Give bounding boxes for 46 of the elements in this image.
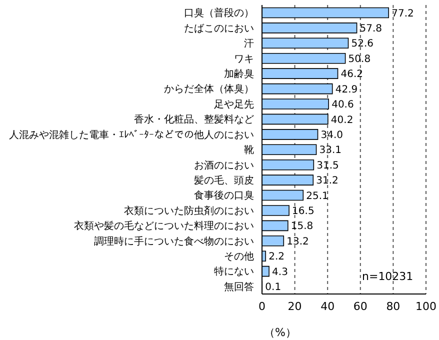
data-label: 16.5 bbox=[292, 206, 314, 218]
data-label: 0.1 bbox=[265, 282, 282, 294]
data-label: 31.2 bbox=[316, 176, 338, 187]
data-label: 33.1 bbox=[319, 145, 342, 156]
y-tick-label: 香水・化粧品、整髪料など bbox=[134, 114, 254, 126]
y-tick-label: からだ全体（体臭） bbox=[164, 83, 254, 96]
x-tick-label: 20 bbox=[288, 300, 302, 313]
y-tick-label: 加齢臭 bbox=[224, 68, 254, 80]
data-label: 4.3 bbox=[272, 266, 288, 278]
data-label: 2.2 bbox=[268, 252, 285, 263]
x-tick-label: 100 bbox=[416, 300, 436, 313]
y-tick-label: 特にない bbox=[214, 266, 254, 278]
x-tick-label: 80 bbox=[386, 300, 400, 313]
y-tick-label: 衣類についた防虫剤のにおい bbox=[124, 204, 254, 217]
data-label: 42.9 bbox=[335, 84, 358, 96]
y-tick-label: 靴 bbox=[244, 144, 254, 156]
y-tick-label: 調理時に手についた食べ物のにおい bbox=[94, 235, 254, 248]
data-label: 40.2 bbox=[330, 114, 354, 126]
x-axis-title: （%） bbox=[264, 326, 296, 339]
data-label: 25.1 bbox=[306, 190, 328, 202]
x-tick-label: 40 bbox=[320, 300, 335, 313]
data-label: 52.6 bbox=[351, 38, 374, 50]
data-label: 34.0 bbox=[320, 130, 344, 141]
y-tick-label: お酒のにおい bbox=[194, 159, 254, 172]
data-label: 77.2 bbox=[392, 8, 414, 20]
y-tick-label: 汗 bbox=[244, 38, 254, 50]
y-tick-label: ワキ bbox=[234, 54, 254, 65]
y-tick-label: その他 bbox=[224, 250, 254, 263]
y-tick-label: 足や足先 bbox=[214, 98, 254, 110]
y-tick-label: 無回答 bbox=[224, 280, 254, 293]
data-label: 57.8 bbox=[360, 24, 382, 34]
y-tick-label: 口臭（普段の） bbox=[184, 7, 254, 20]
y-tick-label: 衣類や髪の毛などについた料理のにおい bbox=[74, 220, 254, 232]
y-tick-label: たばこのにおい bbox=[184, 23, 254, 34]
annotation: n=10231 bbox=[362, 270, 414, 283]
x-tick-label: 0 bbox=[258, 300, 266, 313]
y-tick-label: 人混みや混雑した電車・ｴﾚﾍﾞｰﾀｰなどでの他人のにおい bbox=[9, 128, 254, 141]
data-label: 15.8 bbox=[290, 221, 314, 232]
data-label: 50.8 bbox=[348, 54, 371, 65]
y-tick-label: 食事後の口臭 bbox=[194, 190, 254, 202]
data-label: 31.5 bbox=[316, 160, 339, 172]
data-label: 13.2 bbox=[286, 236, 309, 248]
data-label: 46.2 bbox=[340, 69, 364, 80]
y-tick-label: 髪の毛、頭皮 bbox=[194, 174, 254, 186]
x-tick-label: 60 bbox=[353, 300, 368, 313]
data-label: 40.6 bbox=[332, 100, 354, 111]
